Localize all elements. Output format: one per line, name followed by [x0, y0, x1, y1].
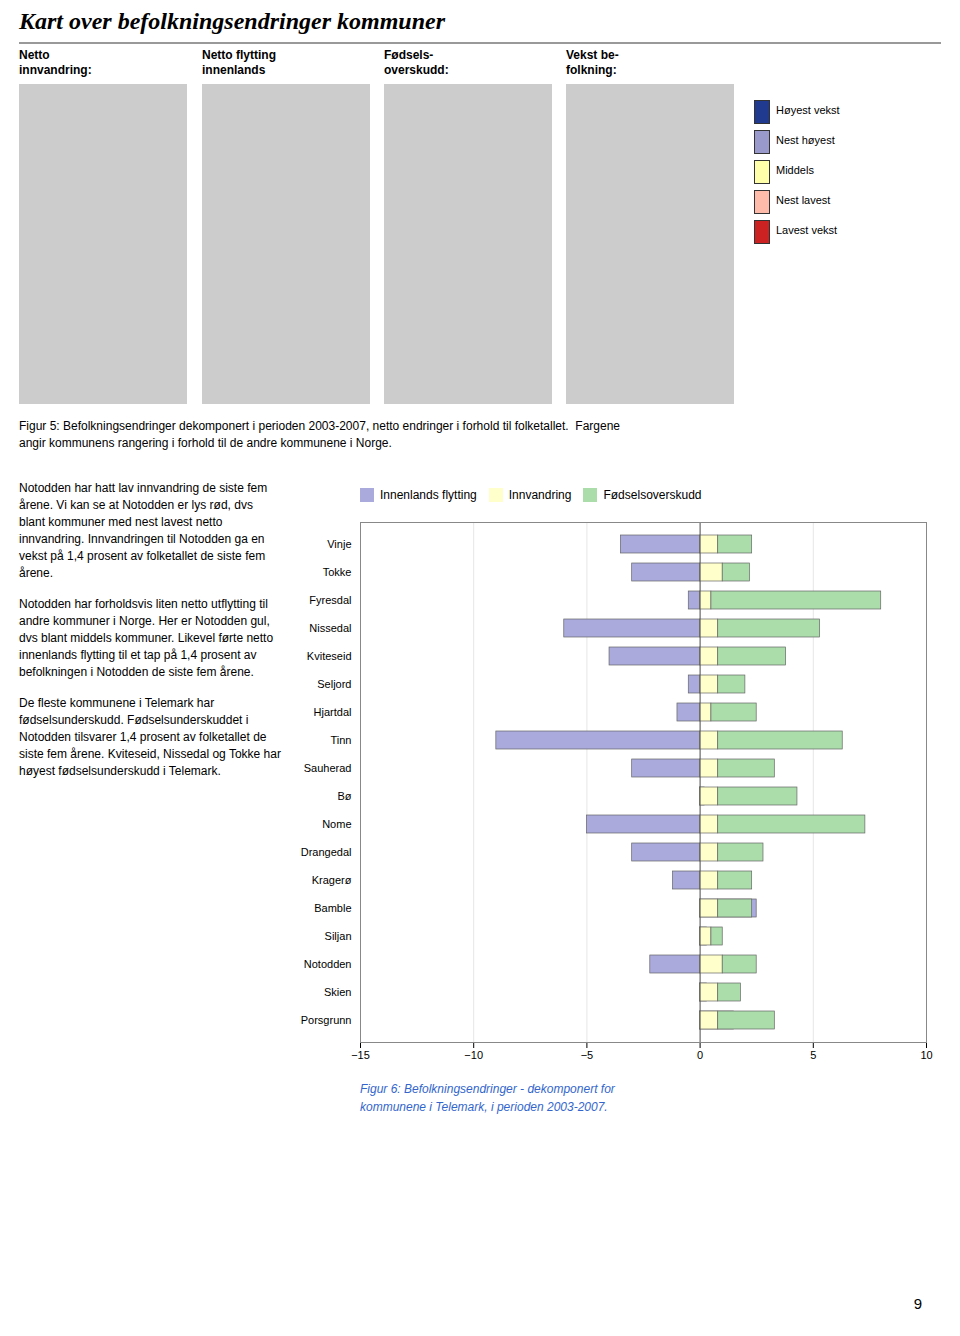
html-text:Notodden har forholdsvis liten: Notodden har forholdsvis liten netto utf…	[19, 597, 274, 679]
svg-text:Bamble: Bamble	[314, 902, 351, 914]
html-text:Nest lavest: Nest lavest	[776, 194, 831, 206]
svg-text:Vinje: Vinje	[327, 538, 351, 550]
svg-text:Hjartdal: Hjartdal	[314, 706, 352, 718]
html-text:Lavest vekst: Lavest vekst	[776, 224, 838, 236]
svg-text:Tokke: Tokke	[323, 566, 352, 578]
html-text:Kart over befolkningsendringer: Kart over befolkningsendringer kommuner	[19, 8, 445, 34]
html-text:Figur 5: Befolkningsendringer: Figur 5: Befolkningsendringer dekomponer…	[19, 419, 620, 450]
html-text:Nest høyest: Nest høyest	[776, 134, 835, 146]
html-text:Innenlands flytting: Innenlands flytting	[380, 487, 477, 502]
html-text:Vekst be- folkning:: Vekst be- folkning:	[566, 48, 619, 77]
svg-text:Kragerø: Kragerø	[312, 874, 352, 886]
svg-text:Skien: Skien	[324, 986, 352, 998]
html-text:Notodden har hatt lav innvandr: Notodden har hatt lav innvandring de sis…	[19, 481, 268, 580]
svg-text:Bø: Bø	[337, 790, 351, 802]
svg-text:Nome: Nome	[322, 818, 351, 830]
svg-text:Seljord: Seljord	[317, 678, 351, 690]
html-text:Fødselsoverskudd: Fødselsoverskudd	[603, 487, 702, 502]
html-text:De fleste kommunene i Telemark: De fleste kommunene i Telemark har fødse…	[19, 696, 281, 778]
html-text:Høyest vekst: Høyest vekst	[776, 104, 840, 116]
svg-text:Porsgrunn: Porsgrunn	[301, 1014, 352, 1026]
html-text:Netto flytting innenlands: Netto flytting innenlands	[202, 48, 276, 77]
svg-text:10: 10	[920, 1049, 932, 1061]
svg-text:Drangedal: Drangedal	[301, 846, 352, 858]
svg-text:Fyresdal: Fyresdal	[309, 594, 351, 606]
svg-text:Tinn: Tinn	[331, 734, 352, 746]
html-text:Netto innvandring:: Netto innvandring:	[19, 48, 92, 77]
svg-text:0: 0	[697, 1049, 703, 1061]
html-text:Innvandring: Innvandring	[508, 487, 572, 502]
svg-text:Nissedal: Nissedal	[309, 622, 351, 634]
html-text:Figur 6: Befolkningsendringer: Figur 6: Befolkningsendringer - dekompon…	[360, 1082, 615, 1096]
svg-text:−15: −15	[351, 1049, 370, 1061]
svg-text:Kviteseid: Kviteseid	[307, 650, 352, 662]
html-text:9: 9	[913, 1295, 922, 1312]
svg-text:5: 5	[810, 1049, 816, 1061]
html-text:Fødsels- overskudd:: Fødsels- overskudd:	[384, 48, 449, 77]
svg-text:Siljan: Siljan	[325, 930, 352, 942]
svg-text:Notodden: Notodden	[304, 958, 352, 970]
svg-text:−5: −5	[581, 1049, 594, 1061]
svg-text:−10: −10	[464, 1049, 483, 1061]
svg-text:Sauherad: Sauherad	[304, 762, 352, 774]
html-text:kommunene i Telemark, i period: kommunene i Telemark, i perioden 2003-20…	[360, 1100, 608, 1114]
html-text:Middels: Middels	[776, 164, 814, 176]
